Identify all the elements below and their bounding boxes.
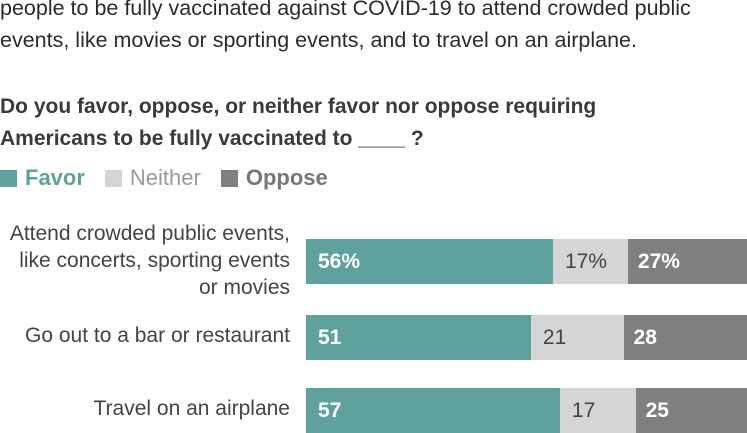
bar-segment-oppose: 25	[635, 388, 747, 433]
category-label: Attend crowded public events, like concer…	[9, 222, 290, 299]
bar-segment-favor: 56%	[306, 239, 553, 284]
question-line-1: Do you favor, oppose, or neither favor n…	[0, 95, 597, 118]
data-label-favor: 51	[318, 325, 342, 349]
question-line-2: Americans to be fully vaccinated to ____…	[0, 127, 424, 150]
data-label-neither: 21	[542, 325, 567, 349]
bar-segment-neither: 17%	[552, 239, 628, 284]
bar-segment-neither: 21	[530, 315, 624, 360]
legend-swatch-neither	[104, 169, 122, 187]
category-label: Travel on an airplane	[93, 397, 290, 420]
data-label-oppose: 25	[645, 398, 669, 422]
data-label-oppose: 27%	[637, 249, 680, 273]
data-label-neither: 17	[571, 398, 596, 422]
legend-label-oppose: Oppose	[245, 165, 328, 190]
intro-line-1: people to be fully vaccinated against CO…	[0, 0, 691, 20]
bar-stack: 51 21 28	[306, 315, 747, 360]
category-label: Go out to a bar or restaurant	[25, 324, 290, 347]
bar-stack: 57 17 25	[306, 388, 747, 433]
data-label-favor: 57	[318, 398, 342, 422]
bar-segment-favor: 57	[306, 388, 560, 433]
legend-label-neither: Neither	[129, 165, 201, 190]
bar-segment-oppose: 28	[623, 315, 747, 360]
data-label-oppose: 28	[633, 325, 657, 349]
data-label-neither: 17%	[564, 249, 607, 273]
legend-item-oppose: Oppose	[220, 164, 328, 192]
bar-segment-neither: 17	[559, 388, 636, 433]
bar-stack: 56% 17% 27%	[306, 239, 747, 284]
intro-line-2: events, like movies or sporting events, …	[0, 28, 637, 52]
bar-segment-oppose: 27%	[627, 239, 747, 284]
intro-text: people to be fully vaccinated against CO…	[0, 0, 747, 56]
legend-swatch-oppose	[220, 169, 238, 187]
legend-label-favor: Favor	[25, 165, 85, 190]
legend-item-favor: Favor	[0, 164, 85, 192]
chart-question: Do you favor, oppose, or neither favor n…	[0, 91, 747, 155]
legend-item-neither: Neither	[104, 164, 201, 192]
legend-swatch-favor	[0, 169, 17, 187]
data-label-favor: 56%	[318, 249, 361, 273]
chart-legend: Favor Neither Oppose	[0, 164, 348, 192]
bar-segment-favor: 51	[306, 315, 531, 360]
